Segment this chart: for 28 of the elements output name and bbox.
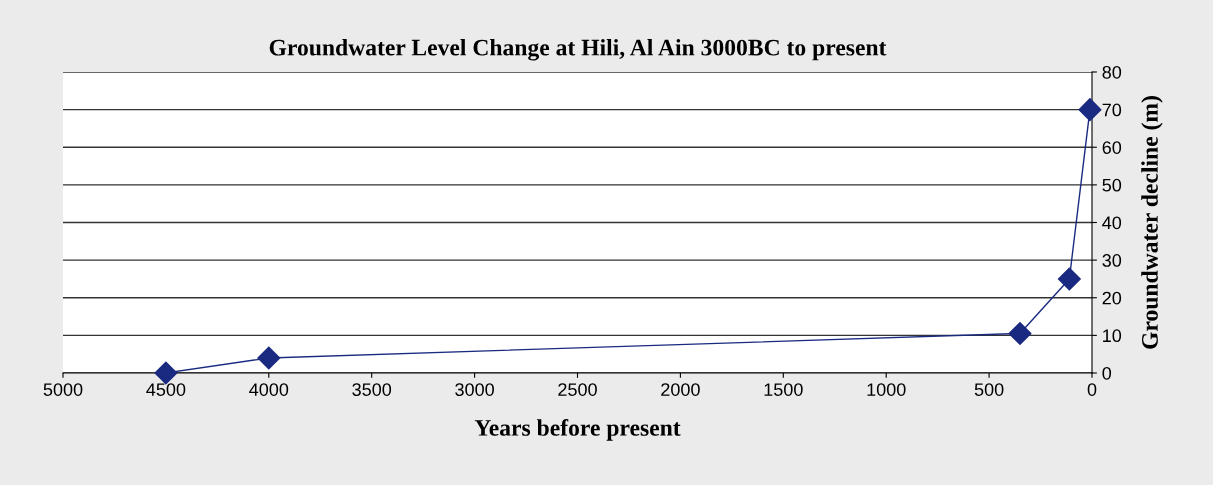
x-axis-title: Years before present [474,419,681,441]
x-tick-label: 4500 [146,383,186,396]
x-tick-label: 1500 [764,383,803,396]
x-tick-label: 1000 [867,383,906,396]
x-tick-label: 500 [974,383,1004,396]
x-tick-label: 3000 [455,383,494,396]
x-tick-label: 2000 [661,383,700,396]
point [257,346,281,370]
point [1078,98,1102,122]
y-tick-label: 20 [1102,291,1122,305]
y-tick-label: 30 [1102,254,1122,267]
y-tick-label: 80 [1102,65,1122,79]
x-tick-label: 4000 [249,383,289,396]
point [154,361,178,385]
y-axis-title: Groundwater decline (m) [1141,96,1163,349]
point [1057,267,1081,291]
y-tick-label: 50 [1102,178,1122,192]
y-tick-label: 60 [1102,141,1122,154]
point [1008,321,1032,345]
x-tick-label: 2500 [558,383,597,396]
y-tick-label: 70 [1102,103,1122,117]
chart-title: Groundwater Level Change at Hili, Al Ain 3000BC to present [269,38,887,61]
x-tick-label: 5000 [43,383,83,396]
x-tick-label: 3500 [352,383,392,396]
y-tick-label: 10 [1103,329,1122,343]
y-tick-label: 40 [1102,216,1122,230]
y-tick-label: 0 [1102,366,1112,380]
x-tick-label: 0 [1087,383,1097,396]
